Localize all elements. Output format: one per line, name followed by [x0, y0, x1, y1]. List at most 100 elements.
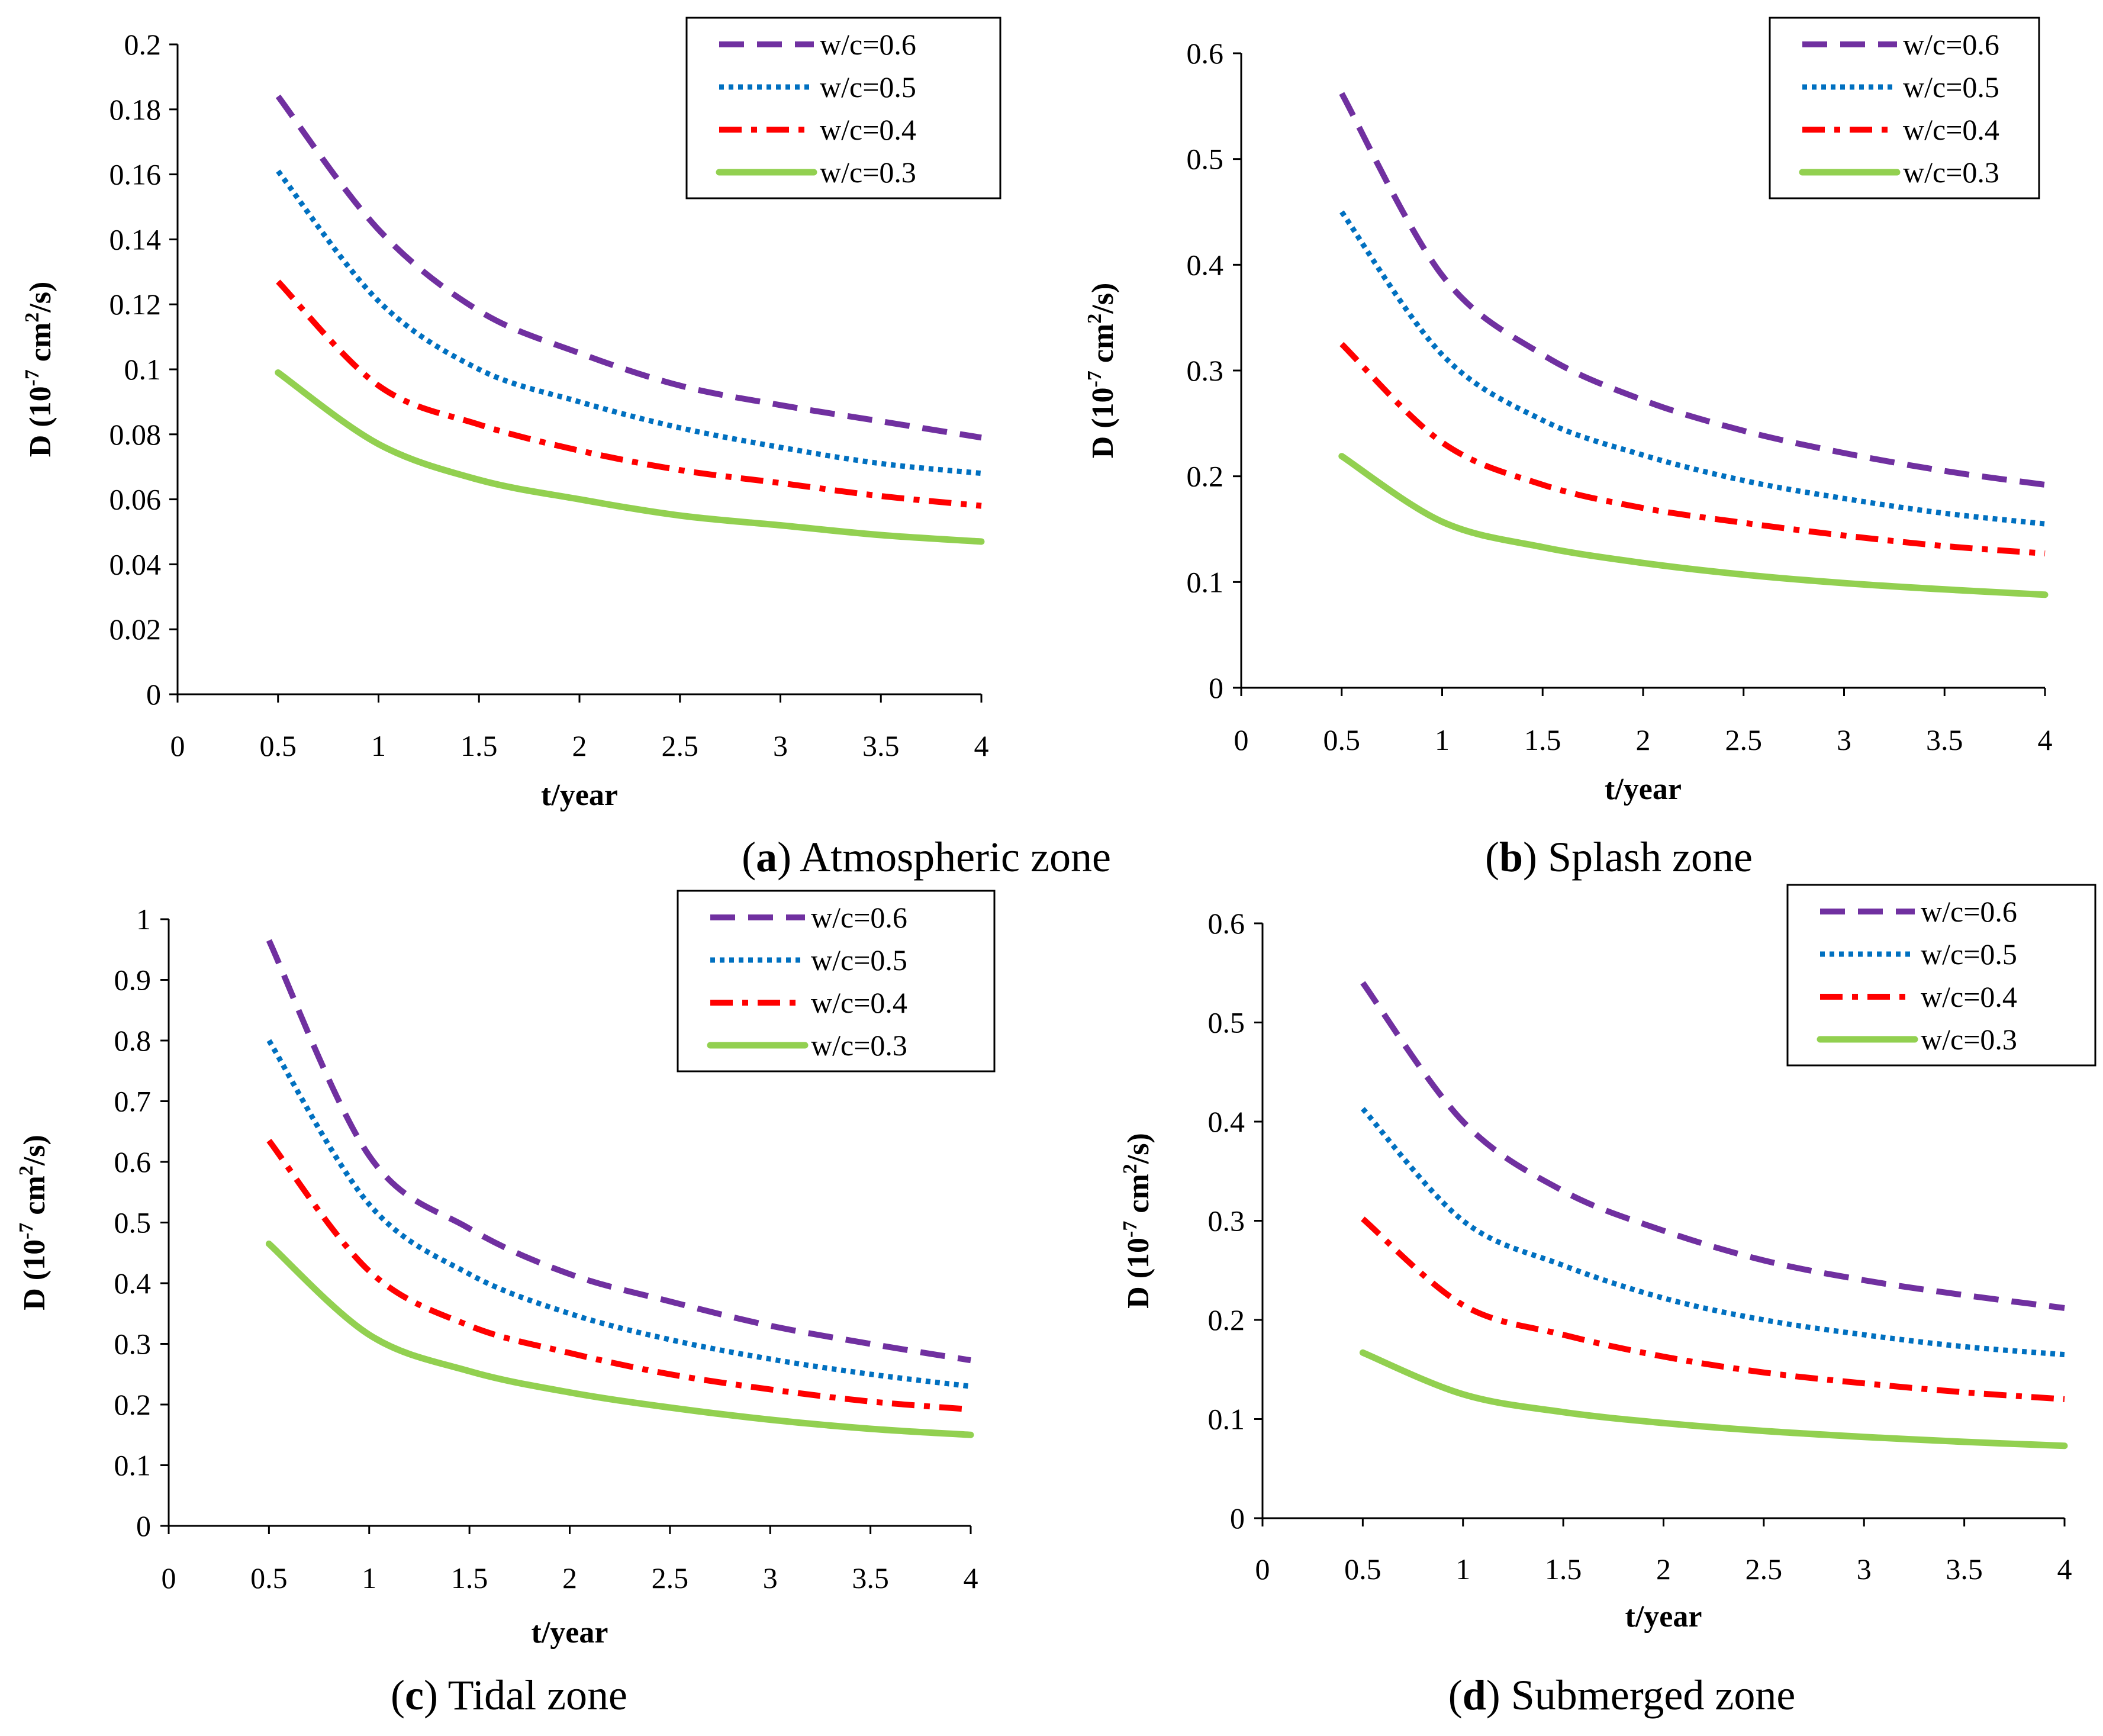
legend-label: w/c=0.6	[1903, 28, 1999, 61]
series-line-w-c-0-6	[1360, 981, 2065, 1311]
x-tick-label: 3	[1857, 1553, 1872, 1586]
series-line-w-c-0-4	[1339, 342, 2046, 557]
x-tick-label: 1.5	[1545, 1553, 1582, 1586]
figure-caption: (b) Splash zone	[1485, 833, 1753, 881]
figure-caption: (a) Atmospheric zone	[742, 833, 1111, 881]
series-line-w-c-0-4	[1361, 1216, 2065, 1402]
legend-box	[685, 17, 1001, 199]
y-axis-label-part: D (10	[24, 386, 57, 457]
y-tick-label: 0.6	[1187, 37, 1224, 70]
x-tick-label: 3.5	[1926, 723, 1963, 756]
legend-box	[1769, 17, 2040, 199]
x-tick-label: 0	[1234, 723, 1249, 756]
series-line-w-c-0-5	[266, 1039, 971, 1389]
caption-text: Splash zone	[1537, 833, 1753, 881]
series-line-w-c-0-3	[1338, 453, 2049, 598]
y-tick-label: 0.9	[114, 964, 152, 997]
y-axis-label-part: D (10	[1086, 387, 1120, 458]
y-axis-label-superscript: -7	[1084, 371, 1106, 387]
legend-label: w/c=0.4	[1903, 113, 1999, 146]
x-tick-label: 2	[1636, 723, 1651, 756]
x-tick-label: 2.5	[1745, 1553, 1783, 1586]
x-tick-label: 4	[2057, 1553, 2072, 1586]
legend-label: w/c=0.6	[811, 901, 907, 934]
legend-label: w/c=0.3	[820, 156, 916, 189]
y-tick-label: 0.4	[114, 1267, 152, 1300]
legend: w/c=0.6 w/c=0.5 w/c=0.4 w/c=0.3	[677, 890, 996, 1072]
y-tick-label: 0.06	[110, 483, 162, 516]
x-tick-label: 1.5	[1524, 723, 1561, 756]
y-tick-label: 0.04	[110, 547, 162, 581]
y-tick-label: 0.5	[114, 1206, 152, 1239]
x-tick-label: 1	[371, 729, 386, 762]
y-tick-label: 0.3	[1187, 354, 1224, 387]
legend-box	[677, 890, 996, 1072]
legend-label: w/c=0.4	[811, 986, 907, 1019]
x-tick-label: 2.5	[1725, 723, 1763, 756]
y-tick-label: 0.8	[114, 1024, 152, 1057]
caption-paren-open: (	[1485, 833, 1499, 881]
y-tick-label: 0.4	[1187, 248, 1224, 281]
y-tick-label: 0.12	[110, 288, 162, 321]
legend-label: w/c=0.6	[1921, 895, 2017, 928]
caption-text: Atmospheric zone	[791, 833, 1111, 881]
x-tick-label: 0.5	[250, 1561, 288, 1595]
series-line-w-c-0-3	[275, 369, 985, 545]
y-axis-label: D (10-7 cm2/s)	[21, 282, 57, 458]
y-tick-label: 0.2	[124, 28, 162, 61]
legend-label: w/c=0.3	[1903, 156, 1999, 189]
caption-letter: b	[1499, 833, 1523, 881]
y-axis-label-part: cm	[1086, 324, 1120, 371]
x-tick-label: 0	[1255, 1553, 1270, 1586]
y-tick-label: 0	[1230, 1502, 1245, 1535]
y-axis-label: D (10-7 cm2/s)	[15, 1135, 51, 1310]
y-axis-label-part: D (10	[18, 1239, 51, 1310]
y-axis-label-superscript: -7	[15, 1223, 37, 1239]
x-tick-label: 1.5	[460, 729, 498, 762]
y-axis-label-part: /s)	[1122, 1133, 1155, 1164]
y-axis-label-part: cm	[24, 323, 57, 369]
chart-panel-b: 0 0.1 0.2 0.3 0.4 0.5 0.6 0 0.5 1 1.5 2 2.5 3 3.5 4 t/ye…	[1084, 17, 2053, 881]
y-tick-label: 0.3	[1208, 1204, 1245, 1238]
x-tick-label: 2.5	[662, 729, 699, 762]
x-tick-label: 1	[1455, 1553, 1470, 1586]
caption-paren-open: (	[391, 1671, 405, 1719]
caption-paren-close: )	[424, 1671, 438, 1719]
legend-label: w/c=0.4	[820, 113, 916, 146]
y-axis-label-part: cm	[18, 1175, 51, 1222]
figure-caption: (c) Tidal zone	[391, 1671, 627, 1719]
x-axis-label: t/year	[1605, 772, 1682, 806]
y-tick-label: 0.6	[114, 1145, 152, 1178]
legend-label: w/c=0.5	[1921, 938, 2017, 971]
y-tick-label: 0.2	[114, 1388, 152, 1421]
x-tick-label: 3	[1837, 723, 1851, 756]
y-tick-label: 0.6	[1208, 907, 1245, 940]
x-tick-label: 0	[162, 1561, 176, 1595]
x-tick-label: 0.5	[1344, 1553, 1381, 1586]
y-tick-label: 0.1	[114, 1449, 152, 1482]
x-axis-label: t/year	[1625, 1600, 1702, 1634]
x-tick-label: 3.5	[852, 1561, 889, 1595]
y-axis-label-superscript: 2	[15, 1165, 37, 1175]
x-tick-label: 4	[2038, 723, 2053, 756]
y-axis-label-superscript: 2	[1119, 1164, 1141, 1174]
caption-paren-open: (	[742, 833, 756, 881]
legend-label: w/c=0.4	[1921, 980, 2017, 1013]
caption-paren-close: )	[1523, 833, 1537, 881]
series-line-w-c-0-3	[265, 1240, 974, 1438]
x-tick-label: 3	[763, 1561, 778, 1595]
x-tick-label: 1.5	[451, 1561, 488, 1595]
legend-label: w/c=0.3	[1921, 1023, 2017, 1056]
series-line-w-c-0-5	[276, 169, 982, 476]
legend-label: w/c=0.5	[1903, 70, 1999, 104]
y-tick-label: 0.4	[1208, 1105, 1245, 1138]
y-tick-label: 0.2	[1187, 460, 1224, 493]
legend-label: w/c=0.3	[811, 1029, 907, 1062]
x-axis-label: t/year	[532, 1616, 608, 1650]
caption-paren-close: )	[777, 833, 791, 881]
x-tick-label: 0	[170, 729, 185, 762]
y-axis-label-part: /s)	[18, 1135, 51, 1166]
x-tick-label: 1	[1435, 723, 1450, 756]
legend-label: w/c=0.5	[820, 70, 916, 104]
legend-box	[1786, 884, 2096, 1067]
